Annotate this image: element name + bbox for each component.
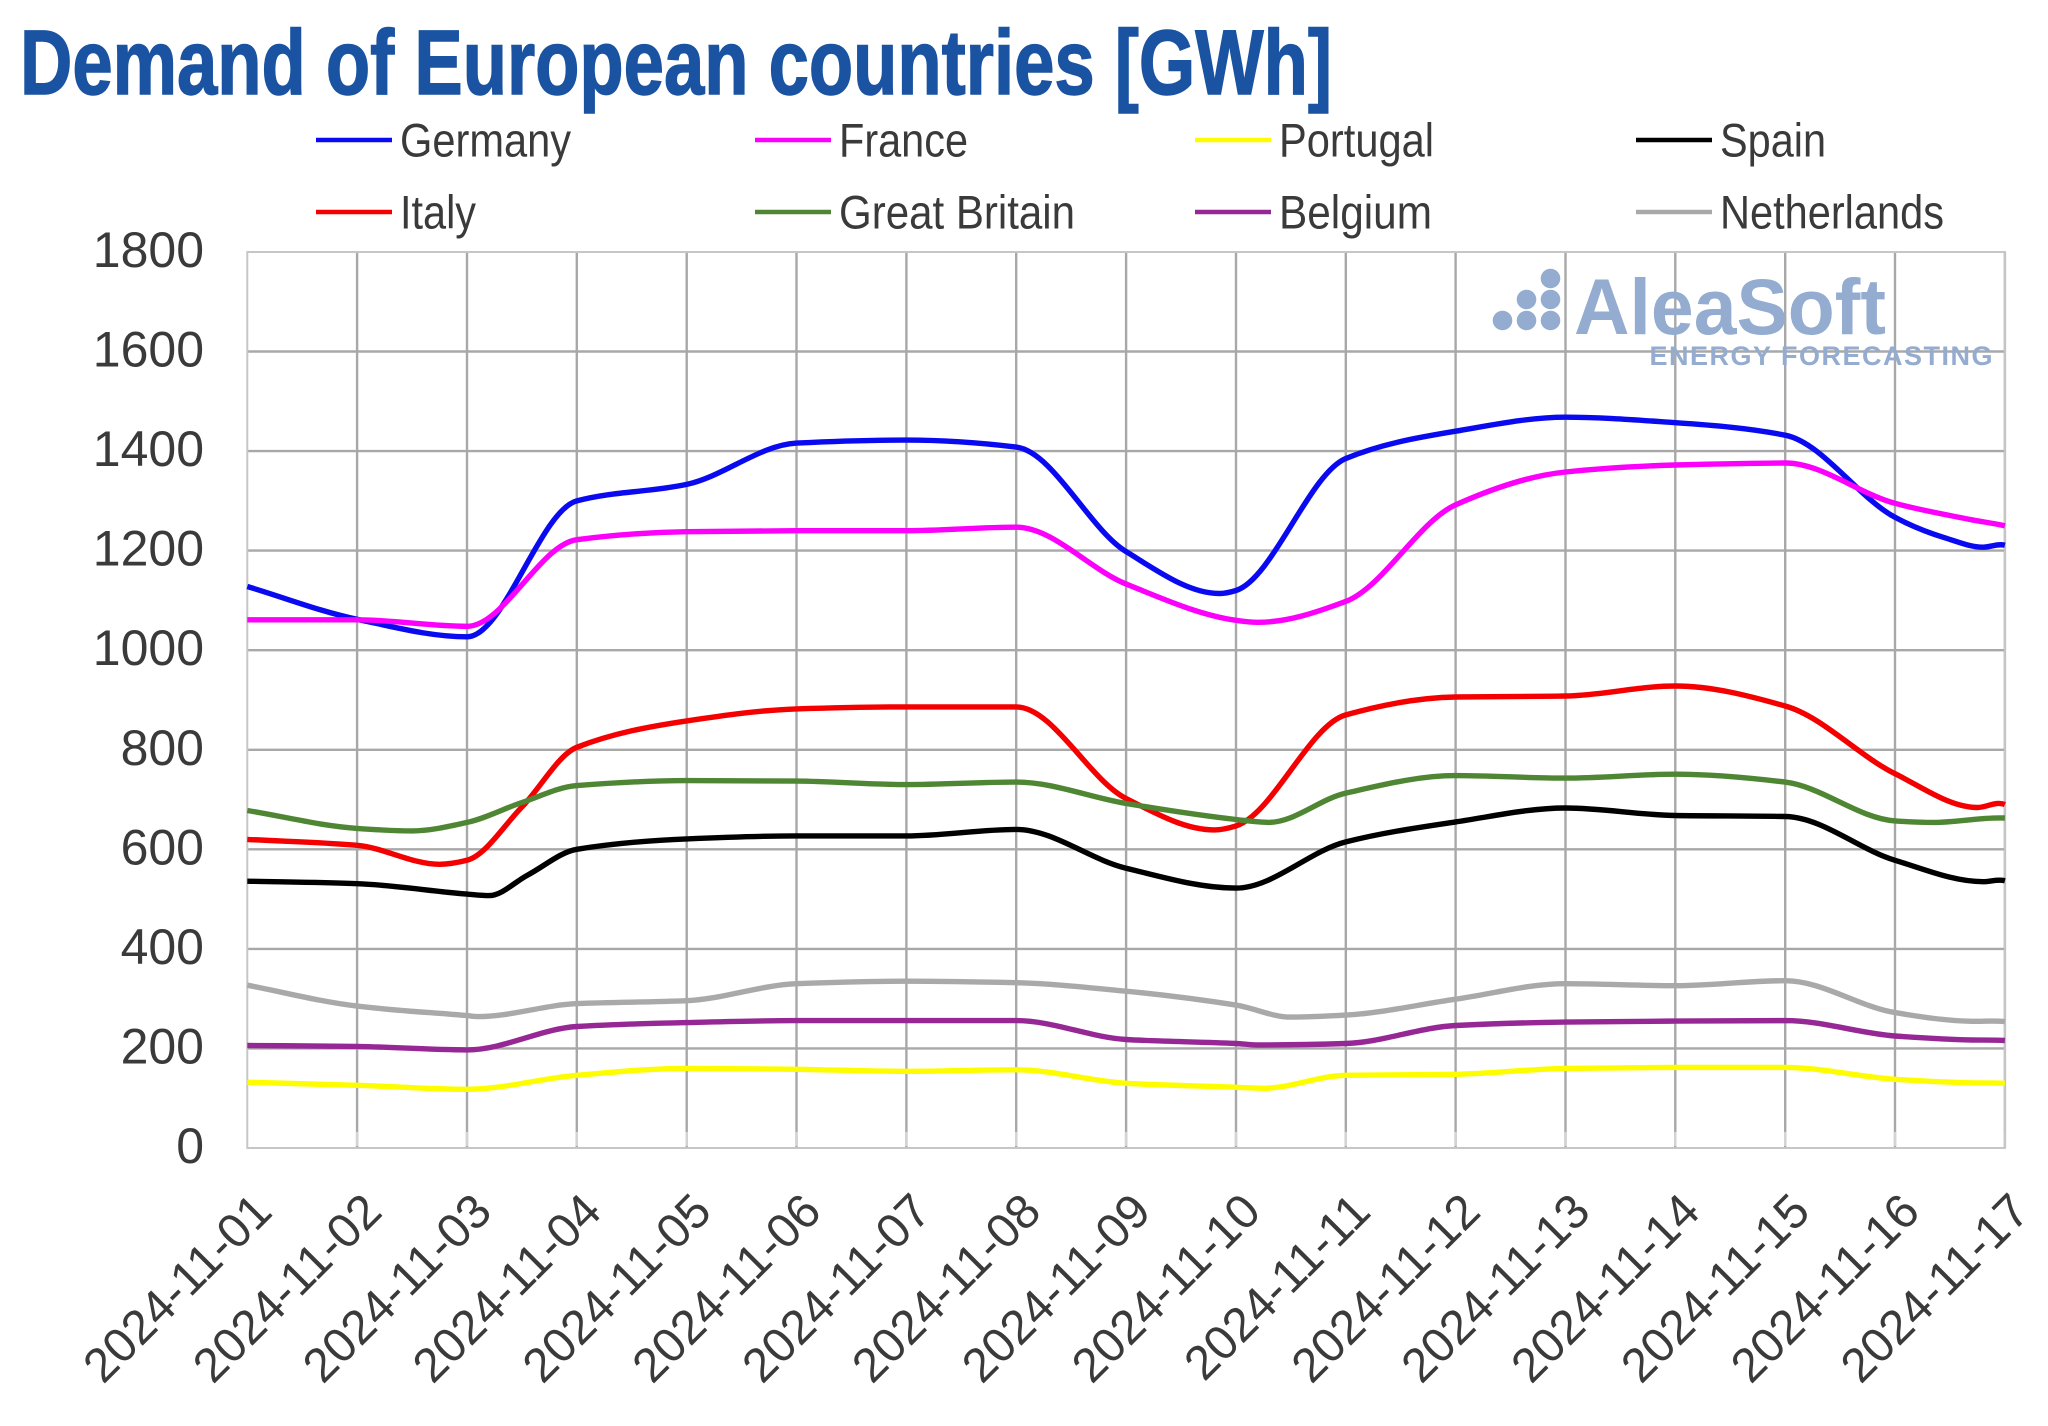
svg-text:Netherlands: Netherlands — [1720, 186, 1944, 239]
svg-text:400: 400 — [121, 919, 204, 975]
svg-text:Great Britain: Great Britain — [839, 186, 1075, 239]
svg-text:600: 600 — [121, 819, 204, 875]
svg-text:800: 800 — [121, 720, 204, 776]
svg-text:0: 0 — [176, 1118, 204, 1174]
svg-text:1400: 1400 — [93, 421, 204, 477]
svg-text:France: France — [839, 114, 968, 167]
svg-text:AleaSoft: AleaSoft — [1574, 262, 1886, 351]
svg-text:Italy: Italy — [400, 186, 476, 239]
svg-text:Demand of European countries [: Demand of European countries [GWh] — [20, 12, 1332, 114]
svg-text:1200: 1200 — [93, 521, 204, 577]
svg-text:1000: 1000 — [93, 620, 204, 676]
svg-text:Portugal: Portugal — [1279, 114, 1434, 167]
svg-text:ENERGY FORECASTING: ENERGY FORECASTING — [1649, 341, 1994, 371]
svg-text:1600: 1600 — [93, 322, 204, 378]
svg-text:Germany: Germany — [400, 114, 571, 167]
svg-text:Belgium: Belgium — [1279, 186, 1432, 239]
svg-text:Spain: Spain — [1720, 114, 1826, 167]
svg-text:1800: 1800 — [93, 222, 204, 278]
svg-text:200: 200 — [121, 1018, 204, 1074]
